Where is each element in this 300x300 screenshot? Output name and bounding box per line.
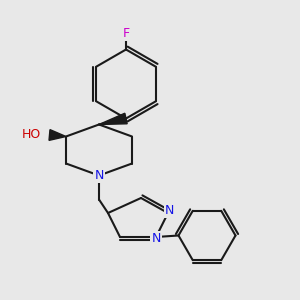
Polygon shape [99, 113, 127, 124]
Polygon shape [49, 130, 66, 140]
Text: HO: HO [22, 128, 41, 142]
Text: N: N [151, 232, 161, 245]
Text: F: F [122, 27, 130, 40]
Text: N: N [165, 203, 174, 217]
Text: N: N [94, 169, 104, 182]
